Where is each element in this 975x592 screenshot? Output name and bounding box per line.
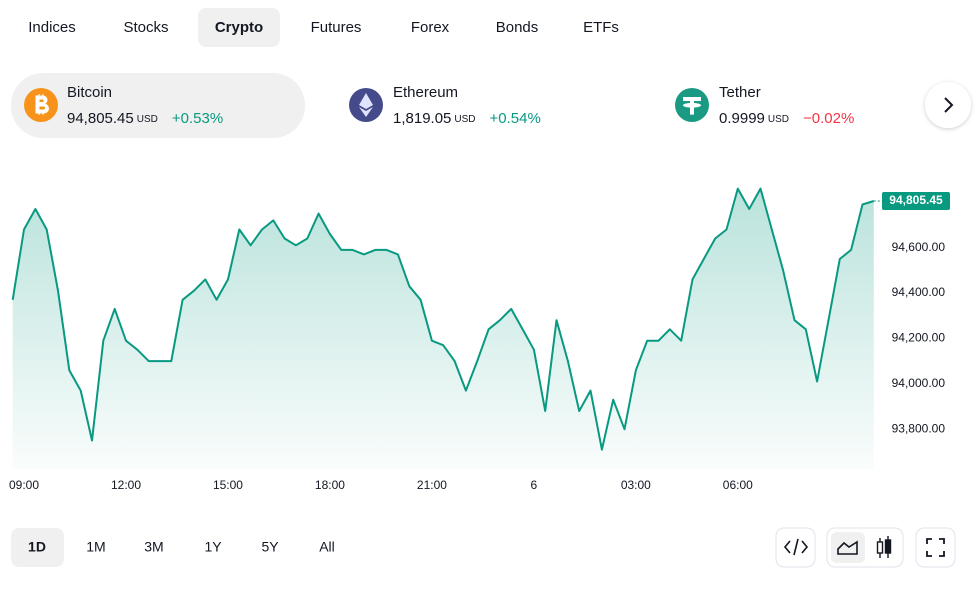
candle-body	[884, 539, 892, 554]
next-button[interactable]	[925, 82, 971, 128]
x-tick-label: 18:00	[315, 478, 345, 492]
ticker-change: +0.53%	[172, 110, 223, 127]
tab[interactable]: Crypto	[215, 19, 263, 36]
tab-selected-bg	[198, 8, 280, 47]
range-button[interactable]: 3M	[144, 539, 163, 555]
ticker-card-selected[interactable]	[11, 73, 305, 138]
range-button[interactable]: All	[319, 539, 335, 555]
x-tick-label: 03:00	[621, 478, 651, 492]
candle-body	[876, 541, 884, 554]
fullscreen-button[interactable]	[915, 527, 956, 568]
tab[interactable]: Stocks	[123, 19, 168, 36]
y-tick-label: 94,400.00	[892, 285, 946, 299]
tab[interactable]: Forex	[411, 19, 450, 36]
next-arrow	[944, 97, 954, 113]
ticker-price: 0.9999	[719, 110, 765, 127]
price-badge	[882, 191, 950, 210]
tether-glyph	[683, 97, 701, 115]
tab-bar: Indices Stocks Crypto Futures Forex Bonds ETFs	[28, 8, 619, 47]
ticker-change: +0.54%	[490, 110, 541, 127]
range-button[interactable]: 5Y	[261, 539, 279, 555]
y-tick-label: 94,200.00	[892, 331, 946, 345]
ticker-unit: USD	[768, 114, 789, 125]
x-tick-label: 21:00	[417, 478, 447, 492]
bitcoin-glyph	[35, 94, 49, 115]
ticker-price: 1,819.05	[393, 110, 451, 127]
ticker-quote: 1,819.05 USD +0.54%	[393, 110, 541, 127]
toolbar: 1D 1M 3M 1Y 5Y All	[11, 527, 956, 568]
area-fill	[12, 188, 874, 470]
ticker-name: Bitcoin	[67, 84, 112, 101]
chart: 93,800.00 94,000.00 94,200.00 94,400.00 94,6…	[9, 187, 950, 492]
y-tick-label: 94,000.00	[892, 376, 946, 390]
tab[interactable]: ETFs	[583, 19, 619, 36]
tab[interactable]: Indices	[28, 19, 76, 36]
ticker-change: −0.02%	[803, 110, 854, 127]
ticker-unit: USD	[137, 114, 158, 125]
candle-style-button[interactable]	[869, 532, 899, 563]
range-selected-bg	[11, 528, 64, 567]
x-tick-label: 12:00	[111, 478, 141, 492]
ethereum-glyph	[359, 93, 373, 117]
ticker-quote: 0.9999 USD −0.02%	[719, 110, 854, 127]
price-line	[11, 187, 875, 451]
ticker-unit: USD	[454, 114, 475, 125]
ticker-price: 94,805.45	[67, 110, 134, 127]
ticker-name: Ethereum	[393, 84, 458, 101]
range-button[interactable]: 1D	[28, 539, 46, 555]
price-badge-label: 94,805.45	[889, 193, 943, 207]
y-tick-label: 94,600.00	[892, 240, 946, 254]
x-tick-label: 15:00	[213, 478, 243, 492]
x-tick-label: 06:00	[723, 478, 753, 492]
area-icon	[837, 540, 858, 555]
tab[interactable]: Futures	[311, 19, 362, 36]
x-tick-label: 6	[531, 478, 538, 492]
ticker-quote: 94,805.45 USD +0.53%	[67, 110, 223, 127]
range-button[interactable]: 1M	[86, 539, 105, 555]
fullscreen-icon	[926, 538, 945, 557]
x-tick-label: 09:00	[9, 478, 39, 492]
embed-icon	[783, 538, 809, 556]
range-button[interactable]: 1Y	[204, 539, 222, 555]
y-tick-label: 93,800.00	[892, 421, 946, 435]
ticker-name: Tether	[719, 84, 761, 101]
tab[interactable]: Bonds	[496, 19, 539, 36]
area-style-button[interactable]	[831, 532, 865, 563]
